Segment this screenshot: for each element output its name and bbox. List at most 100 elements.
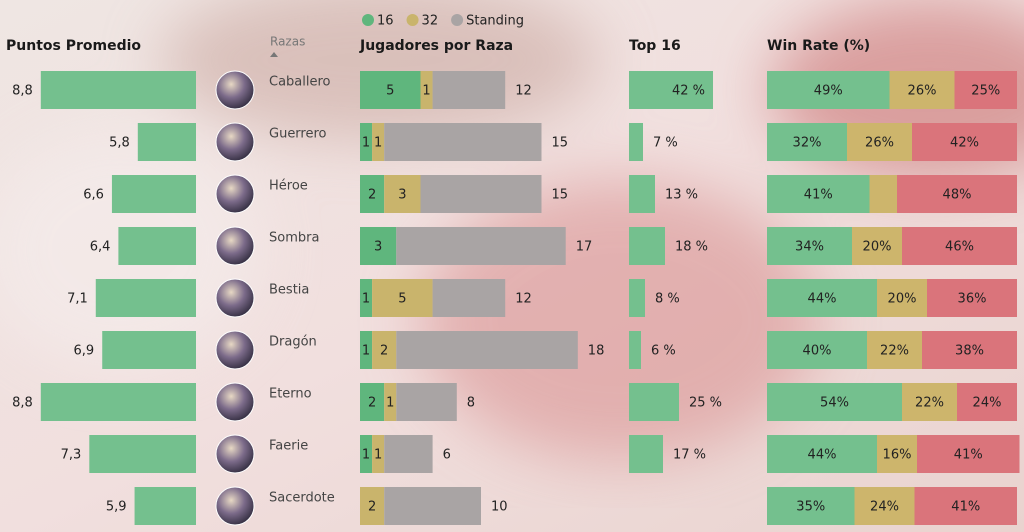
sort-arrow[interactable] bbox=[270, 52, 278, 57]
legend-marker bbox=[362, 14, 374, 26]
category-label: Sombra bbox=[269, 231, 319, 246]
segment-label: 24% bbox=[870, 500, 899, 515]
avatar bbox=[215, 382, 255, 422]
segment-label: 5 bbox=[386, 84, 394, 99]
chart-title: Top 16 bbox=[629, 38, 681, 54]
bar-segment bbox=[384, 175, 421, 213]
bar-segment bbox=[767, 487, 855, 525]
bar-segment bbox=[867, 331, 922, 369]
bar-segment bbox=[954, 71, 1017, 109]
segment-label: 22% bbox=[915, 396, 944, 411]
bar bbox=[629, 383, 679, 421]
value-label: 7,3 bbox=[61, 448, 82, 463]
total-label: 6 bbox=[443, 448, 451, 463]
category-label: Sacerdote bbox=[269, 491, 335, 506]
segment-label: 1 bbox=[374, 136, 382, 151]
total-label: 8 bbox=[467, 396, 475, 411]
total-label: 10 bbox=[491, 500, 508, 515]
bar bbox=[629, 331, 641, 369]
bar-segment bbox=[897, 175, 1017, 213]
bar-segment bbox=[360, 71, 421, 109]
avatar bbox=[215, 70, 255, 110]
segment-label: 26% bbox=[865, 136, 894, 151]
segment-label: 2 bbox=[368, 396, 376, 411]
category-label: Guerrero bbox=[269, 127, 327, 142]
value-label: 6,4 bbox=[90, 240, 111, 255]
bar-segment bbox=[927, 279, 1017, 317]
legend-label: Standing bbox=[466, 14, 524, 29]
bar-segment bbox=[877, 435, 917, 473]
total-label: 17 bbox=[576, 240, 593, 255]
bar bbox=[134, 487, 196, 525]
bar-segment bbox=[360, 123, 373, 161]
bar bbox=[102, 331, 196, 369]
segment-label: 41% bbox=[804, 188, 833, 203]
avatar bbox=[215, 174, 255, 214]
segment-label: 49% bbox=[814, 84, 843, 99]
category-label: Dragón bbox=[269, 335, 317, 350]
segment-label: 1 bbox=[362, 136, 370, 151]
bar bbox=[40, 383, 196, 421]
bar-segment bbox=[420, 175, 542, 213]
bar-segment bbox=[767, 279, 877, 317]
segment-label: 34% bbox=[795, 240, 824, 255]
bar-segment bbox=[852, 227, 902, 265]
bar-segment bbox=[420, 71, 433, 109]
segment-label: 24% bbox=[973, 396, 1002, 411]
bar-segment bbox=[432, 71, 506, 109]
bar-segment bbox=[360, 487, 385, 525]
chart-title: Puntos Promedio bbox=[6, 38, 141, 54]
bar-segment bbox=[384, 383, 397, 421]
bar-segment bbox=[372, 123, 385, 161]
value-label: 7 % bbox=[653, 136, 678, 151]
segment-label: 2 bbox=[380, 344, 388, 359]
category-label: Faerie bbox=[269, 439, 308, 454]
bar-segment bbox=[869, 175, 897, 213]
bar-segment bbox=[360, 435, 373, 473]
value-label: 5,9 bbox=[106, 500, 127, 515]
segment-label: 1 bbox=[362, 448, 370, 463]
value-label: 42 % bbox=[672, 84, 705, 99]
avatar bbox=[215, 434, 255, 474]
bar bbox=[629, 279, 645, 317]
bar-segment bbox=[767, 71, 890, 109]
bar-segment bbox=[372, 279, 433, 317]
bar bbox=[629, 123, 643, 161]
segment-label: 20% bbox=[888, 292, 917, 307]
segment-label: 54% bbox=[820, 396, 849, 411]
bar-segment bbox=[767, 331, 867, 369]
bar-segment bbox=[396, 331, 578, 369]
bar-segment bbox=[854, 487, 915, 525]
bar-segment bbox=[372, 331, 397, 369]
bar bbox=[118, 227, 196, 265]
bar-segment bbox=[877, 279, 927, 317]
avatar bbox=[215, 486, 255, 526]
segment-label: 20% bbox=[863, 240, 892, 255]
bar-segment bbox=[432, 279, 506, 317]
bar bbox=[629, 175, 655, 213]
segment-label: 35% bbox=[796, 500, 825, 515]
segment-label: 48% bbox=[943, 188, 972, 203]
total-label: 12 bbox=[515, 84, 532, 99]
bar-segment bbox=[384, 487, 481, 525]
legend-marker bbox=[451, 14, 464, 26]
bar-segment bbox=[902, 227, 1017, 265]
column-header[interactable]: Razas bbox=[270, 35, 305, 49]
segment-label: 2 bbox=[368, 188, 376, 203]
bar-segment bbox=[384, 123, 542, 161]
avatar bbox=[215, 122, 255, 162]
value-label: 8,8 bbox=[12, 396, 33, 411]
bar bbox=[95, 279, 196, 317]
value-label: 8,8 bbox=[12, 84, 33, 99]
segment-label: 44% bbox=[808, 292, 837, 307]
bar bbox=[89, 435, 196, 473]
segment-label: 40% bbox=[803, 344, 832, 359]
total-label: 15 bbox=[552, 136, 569, 151]
segment-label: 32% bbox=[793, 136, 822, 151]
bar-segment bbox=[889, 71, 955, 109]
bar-segment bbox=[847, 123, 912, 161]
bar-segment bbox=[360, 175, 385, 213]
chart-title: Jugadores por Raza bbox=[359, 38, 513, 54]
segment-label: 46% bbox=[945, 240, 974, 255]
